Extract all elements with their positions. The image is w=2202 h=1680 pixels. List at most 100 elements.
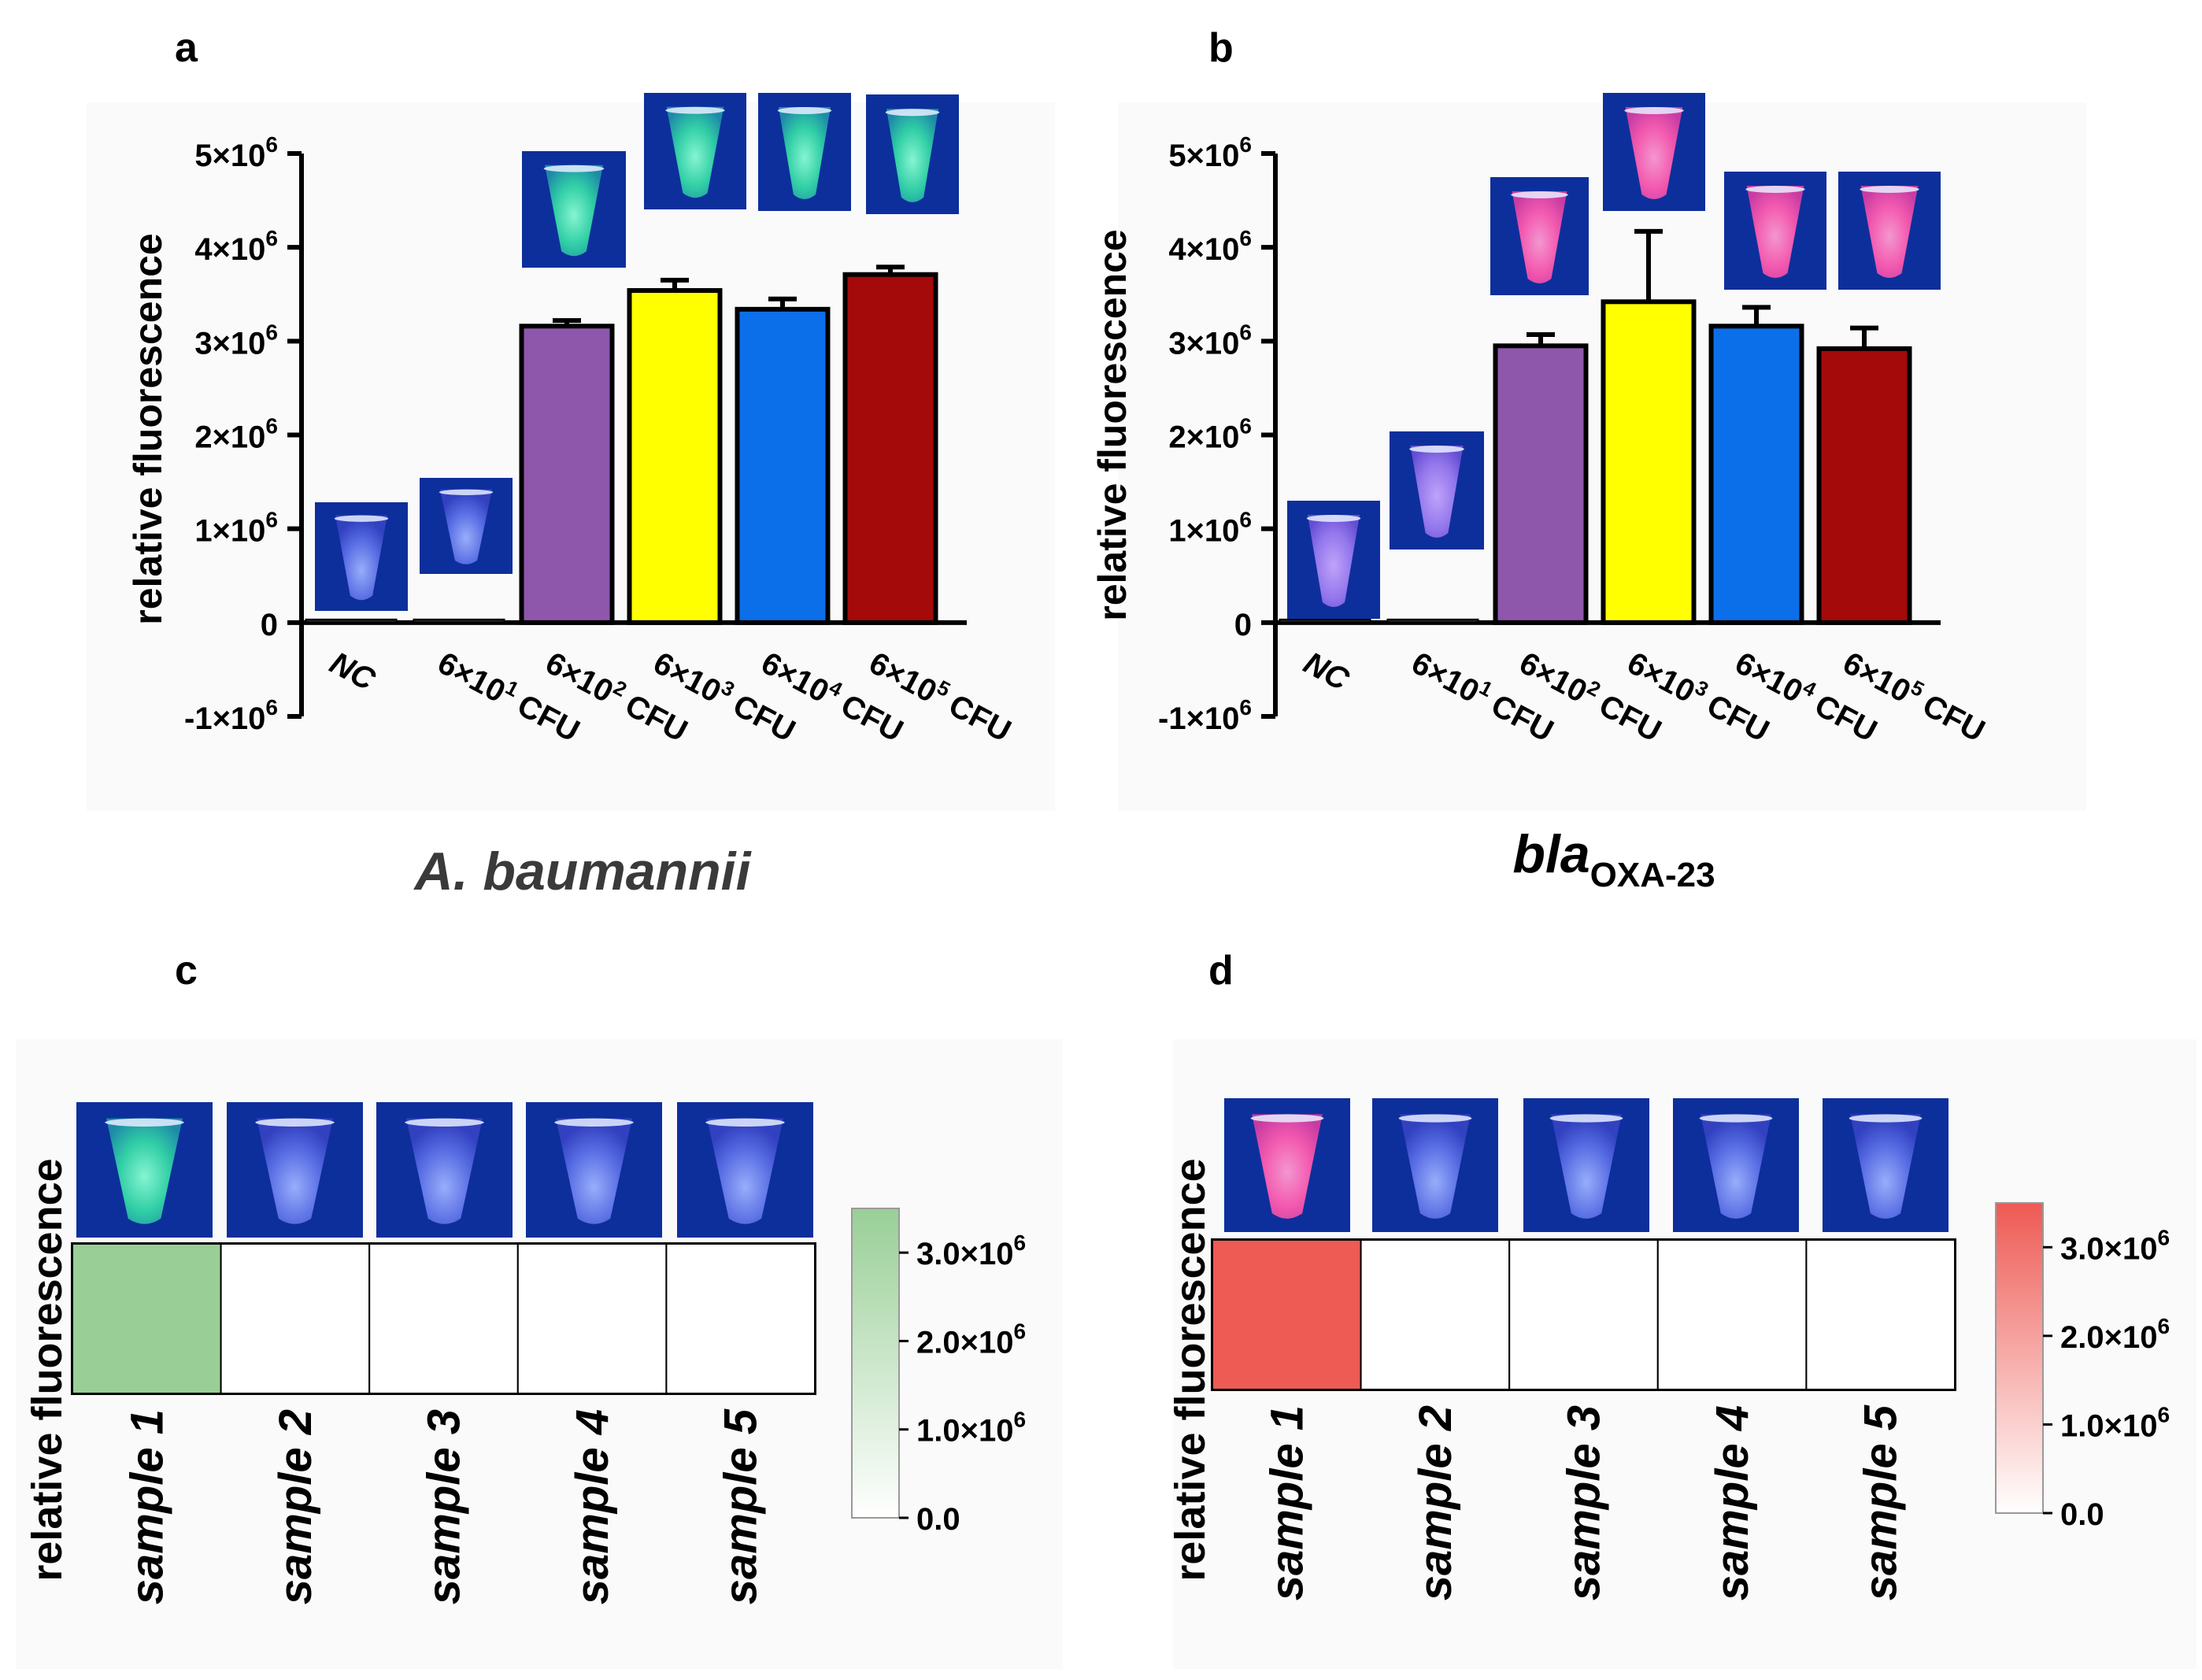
tube-photo-6-meniscus — [885, 109, 940, 117]
bar — [1279, 618, 1371, 624]
bar — [305, 618, 398, 624]
tube-photo-3-meniscus — [405, 1118, 484, 1127]
panel-b-caption: blaOXA-23 — [1512, 824, 1715, 894]
panel-d-ylabel: relative fluorescence — [1167, 1158, 1214, 1581]
tube-photo-1-fluid — [1307, 515, 1360, 607]
tube-photo-3-fluid — [545, 165, 603, 257]
heatmap-cell — [665, 1243, 816, 1394]
y-tick-label: 5×106 — [1168, 132, 1252, 173]
panel-a-label: a — [175, 25, 198, 71]
y-tick-label: 5×106 — [194, 132, 278, 173]
tube-photo-4-meniscus — [1624, 107, 1684, 114]
tube-photo-1-fluid — [106, 1118, 183, 1224]
tube-photo-3 — [1490, 177, 1589, 295]
y-tick-label: 1×106 — [1168, 508, 1252, 549]
colorbar-tick-label-exp: 6 — [2157, 1314, 2170, 1338]
x-tick-label: sample 2 — [1410, 1405, 1461, 1600]
y-tick-label: 2×106 — [1168, 414, 1252, 455]
panel-c-xlabels: sample 1 sample 2 sample 3 sample 4 sample 5 — [121, 1408, 766, 1604]
y-tick-label: 0 — [261, 608, 278, 642]
panel-a-caption: A. baumannii — [413, 842, 753, 901]
colorbar-tick-label: 2.0×106 — [2060, 1314, 2170, 1355]
tube-photo-6-fluid — [1860, 186, 1919, 278]
tube-photo-4-fluid — [1701, 1114, 1771, 1219]
tube-photo-4-meniscus — [665, 106, 725, 114]
panel-a-bars — [305, 265, 938, 625]
colorbar-tick-label-base: 1.0×10 — [916, 1414, 1013, 1449]
y-tick-label-exp: 6 — [265, 226, 278, 250]
y-tick-label-base: 3×10 — [1168, 326, 1239, 361]
heatmap-cell — [1656, 1239, 1808, 1390]
x-tick-label: sample 2 — [270, 1409, 321, 1604]
colorbar-tick-label-base: 1.0×10 — [2060, 1408, 2157, 1443]
y-tick-label: 3×106 — [194, 320, 278, 361]
tube-photo-2 — [1372, 1098, 1498, 1232]
y-tick-label: 0 — [1234, 608, 1252, 642]
panel-a: a relative fluorescence 5×1064×1063×1062… — [87, 25, 1055, 901]
tube-photo-5-meniscus — [1849, 1114, 1923, 1123]
tube-photo-2-fluid — [1400, 1114, 1471, 1219]
colorbar-tick-label-exp: 6 — [1013, 1408, 1026, 1432]
tube-photo-2 — [227, 1102, 363, 1238]
tube-photo-3-meniscus — [1549, 1114, 1623, 1123]
tube-photo-3 — [376, 1102, 513, 1238]
colorbar-tick-label-base: 2.0×10 — [2060, 1320, 2157, 1355]
tube-photo-4 — [1673, 1098, 1799, 1232]
tube-photo-3-meniscus — [543, 165, 605, 172]
tube-photo-1-meniscus — [1306, 515, 1361, 522]
colorbar-gradient — [851, 1208, 900, 1519]
tube-photo-4 — [644, 93, 746, 209]
panel-c-heatmap-cells — [71, 1242, 816, 1395]
y-tick-label-exp: 6 — [265, 132, 278, 157]
y-tick-label-base: 4×10 — [1168, 232, 1239, 267]
tube-photo-2 — [1390, 431, 1484, 550]
y-tick-label-base: 5×10 — [1168, 139, 1239, 173]
tube-photo-3 — [522, 151, 626, 268]
tube-photo-5-meniscus — [777, 107, 832, 114]
tube-photo-5-meniscus — [1745, 186, 1805, 193]
colorbar-tick-label-base: 0.0 — [2060, 1497, 2104, 1532]
y-tick-label-base: 2×10 — [1168, 420, 1239, 455]
x-tick-label: sample 4 — [1707, 1405, 1758, 1600]
y-tick-label-exp: 6 — [1239, 414, 1252, 439]
bar — [842, 272, 938, 625]
x-tick-label: sample 5 — [716, 1408, 767, 1604]
y-tick-label-base: -1×10 — [184, 701, 265, 736]
tube-photo-1-fluid — [1252, 1114, 1323, 1219]
panel-c-ylabel: relative fluorescence — [24, 1158, 71, 1581]
panel-c-label: c — [175, 948, 198, 994]
tube-photo-5 — [677, 1102, 813, 1238]
tube-photo-3-meniscus — [1511, 191, 1568, 198]
x-tick-label: sample 3 — [1559, 1405, 1610, 1600]
tube-photo-1-meniscus — [105, 1118, 184, 1127]
y-tick-label-base: -1×10 — [1158, 701, 1239, 736]
bar — [1816, 346, 1912, 625]
tube-photo-1-fluid — [335, 515, 388, 601]
panel-b-label: b — [1208, 25, 1234, 71]
panel-b-tube-photos — [1287, 93, 1941, 619]
tube-photo-2-meniscus — [1398, 1114, 1472, 1123]
panel-d-tube-photos — [1224, 1098, 1948, 1232]
tube-photo-2-meniscus — [439, 489, 494, 495]
tube-photo-4-fluid — [556, 1118, 632, 1224]
colorbar-tick-label-base: 3.0×10 — [2060, 1231, 2157, 1266]
tube-photo-2-fluid — [439, 489, 493, 564]
panel-d-heatmap-cells — [1211, 1238, 1956, 1391]
tube-photo-1 — [315, 502, 408, 611]
colorbar-gradient — [1995, 1202, 2044, 1514]
y-tick-label-exp: 6 — [265, 695, 278, 720]
tube-photo-5-fluid — [1850, 1114, 1921, 1219]
y-tick-label-base: 2×10 — [194, 420, 265, 455]
tube-photo-2-meniscus — [255, 1118, 335, 1127]
y-tick-label-base: 0 — [1234, 608, 1252, 642]
y-tick-label: 4×106 — [194, 226, 278, 267]
tube-photo-5-fluid — [778, 107, 831, 199]
colorbar-tick-label-exp: 6 — [2157, 1402, 2170, 1427]
colorbar-tick-label-base: 3.0×10 — [916, 1237, 1013, 1271]
bar — [1601, 299, 1697, 625]
tube-photo-4-meniscus — [1699, 1114, 1773, 1123]
y-tick-label: -1×106 — [1158, 695, 1252, 736]
